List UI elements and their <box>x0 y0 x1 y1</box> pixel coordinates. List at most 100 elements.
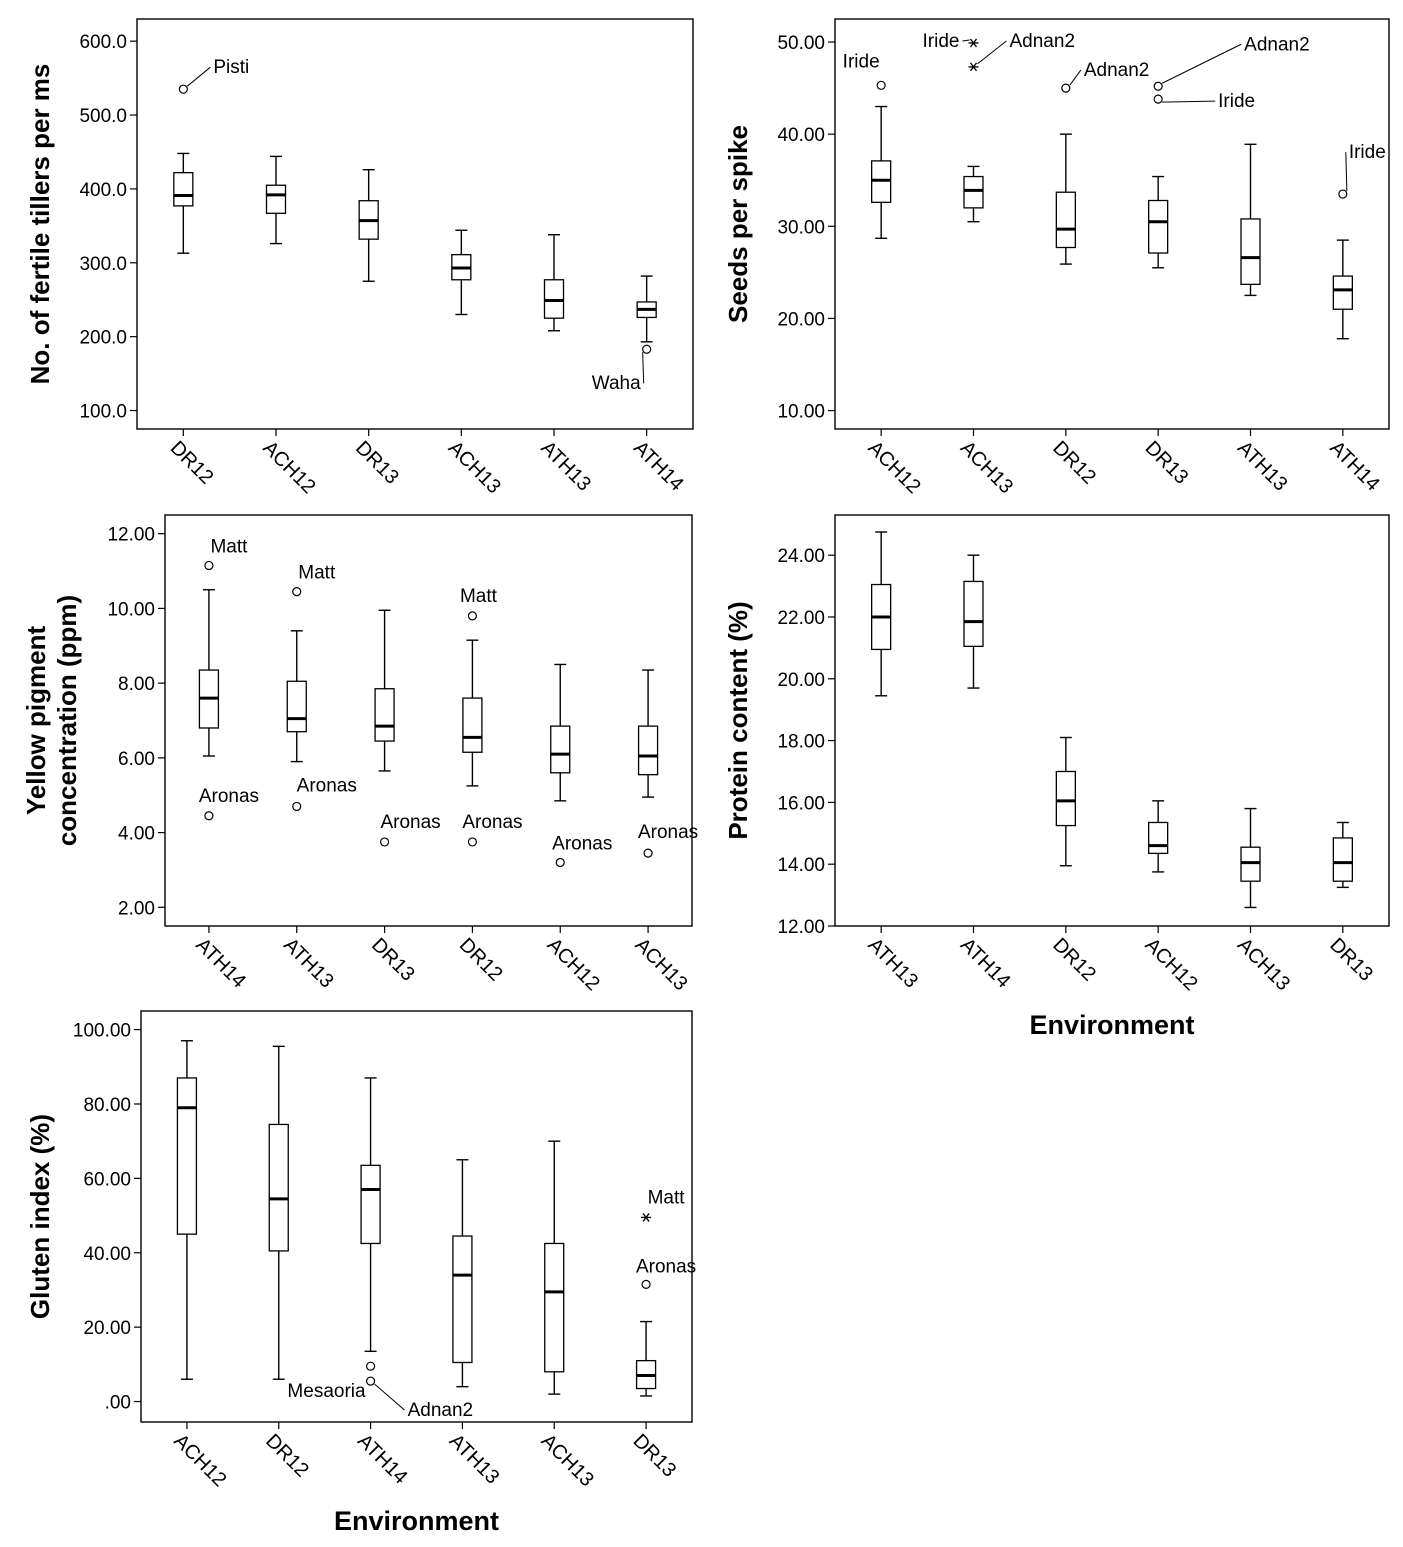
outlier-label: Aronas <box>380 812 440 833</box>
outlier-label: Adnan2 <box>1244 34 1310 55</box>
annotation-leader <box>1162 100 1216 103</box>
outlier-label: Pisti <box>213 57 249 78</box>
y-tick-label: 50.00 <box>777 33 825 54</box>
x-tick-label: ATH13 <box>279 934 338 993</box>
y-tick-label: 16.00 <box>777 793 825 814</box>
box-ACH13 <box>1240 807 1261 909</box>
x-tick-label: ACH12 <box>258 437 319 498</box>
box-iqr <box>1332 837 1353 882</box>
y-tick-label: 20.00 <box>83 1318 131 1339</box>
outlier-label: Aronas <box>462 812 522 833</box>
outlier-star-c <box>642 1213 650 1222</box>
outlier-point <box>365 1376 376 1386</box>
outlier-point <box>1061 83 1071 93</box>
outlier-label: Matt <box>460 586 498 607</box>
box-iqr <box>360 1164 381 1245</box>
outlier-label: Mesaoria <box>287 1381 366 1402</box>
x-tick-label: ACH12 <box>543 934 604 995</box>
box-DR12 <box>1055 736 1076 867</box>
y-tick-label: 30.00 <box>777 217 825 238</box>
plot-frame <box>164 514 693 927</box>
x-tick-label: ATH14 <box>191 934 250 993</box>
box-iqr <box>1240 218 1261 285</box>
outlier-label: Iride <box>1349 142 1386 163</box>
box-DR13 <box>1148 175 1169 269</box>
box-DR13 <box>374 609 395 772</box>
outlier-label: Aronas <box>199 786 259 807</box>
outlier-label: Iride <box>843 51 880 72</box>
outlier-label: Waha <box>592 373 641 394</box>
box-iqr <box>963 175 984 209</box>
x-tick-label: ACH12 <box>864 437 925 498</box>
x-tick-label: ATH14 <box>353 1430 412 1489</box>
box-iqr <box>176 1077 198 1235</box>
box-ATH14 <box>963 554 984 689</box>
y-tick-label: 10.00 <box>777 402 825 423</box>
y-tick-label: 24.00 <box>777 546 825 567</box>
x-tick-label: ACH13 <box>631 934 692 995</box>
annotation-leader <box>977 40 1007 65</box>
box-DR13 <box>635 1320 657 1397</box>
outlier-label: Matt <box>648 1187 686 1208</box>
box-ACH12 <box>176 1040 198 1380</box>
box-ACH12 <box>871 105 892 239</box>
box-iqr <box>963 580 984 647</box>
outlier-star-c <box>969 62 978 72</box>
y-tick-label: 40.00 <box>83 1244 131 1265</box>
box-ATH14 <box>1332 239 1353 340</box>
box-DR12 <box>268 1045 289 1380</box>
outlier-point <box>1338 189 1348 199</box>
y-axis-label: Yellow pigmentconcentration (ppm) <box>21 595 82 846</box>
y-tick-label: 500.0 <box>79 106 127 127</box>
outlier-label: Matt <box>298 563 336 584</box>
box-iqr <box>1240 846 1261 882</box>
y-tick-label: 2.00 <box>118 898 155 919</box>
y-tick-label: 20.00 <box>777 309 825 330</box>
outlier-label: Adnan2 <box>1084 60 1150 81</box>
plot-frame <box>834 18 1390 430</box>
outlier-label: Iride <box>923 31 960 52</box>
outlier-point <box>178 84 188 94</box>
outlier-star-c <box>969 38 978 48</box>
box-iqr <box>173 172 194 207</box>
box-ATH14 <box>198 589 220 757</box>
outlier-point <box>467 611 478 621</box>
outlier-point <box>555 857 565 868</box>
x-tick-label: ACH13 <box>444 437 505 498</box>
box-iqr <box>1055 191 1076 249</box>
box-ATH14 <box>636 275 657 343</box>
y-tick-label: 200.0 <box>79 328 127 349</box>
x-tick-label: DR13 <box>367 934 419 986</box>
x-tick-label: DR12 <box>455 934 507 986</box>
outlier-point <box>204 811 214 821</box>
box-DR13 <box>358 169 379 282</box>
y-axis-label: Protein content (%) <box>723 601 753 839</box>
box-ACH12 <box>1148 800 1169 873</box>
y-tick-label: 12.00 <box>107 525 155 546</box>
x-tick-label: DR13 <box>629 1430 681 1482</box>
outlier-point <box>292 586 302 597</box>
annotation-leader <box>1069 69 1082 86</box>
outlier-point <box>1153 81 1163 91</box>
y-axis-label: No. of fertile tillers per ms <box>25 64 55 385</box>
y-tick-label: 8.00 <box>118 674 155 695</box>
annotation-leader <box>642 352 645 384</box>
x-tick-label: DR12 <box>166 437 218 489</box>
outlier-label: Matt <box>210 536 248 557</box>
annotation-leader <box>962 39 970 42</box>
y-tick-label: 6.00 <box>118 749 155 770</box>
y-axis-label: Gluten index (%) <box>25 1114 55 1319</box>
y-tick-label: 300.0 <box>79 254 127 275</box>
outlier-point <box>292 801 302 812</box>
x-tick-label: DR13 <box>351 437 403 489</box>
annotation-leader <box>187 66 211 87</box>
x-tick-label: DR13 <box>1141 437 1193 489</box>
box-ATH13 <box>543 234 565 332</box>
y-tick-label: 100.00 <box>73 1021 131 1042</box>
outlier-point <box>379 837 390 847</box>
y-tick-label: 600.0 <box>79 32 127 53</box>
boxplot-panel-3: 2.00 4.00 6.00 8.00 10.00 12.00 Yellow pigment… <box>21 514 698 995</box>
plot-frame <box>136 18 694 430</box>
x-tick-label: ACH13 <box>537 1430 598 1491</box>
